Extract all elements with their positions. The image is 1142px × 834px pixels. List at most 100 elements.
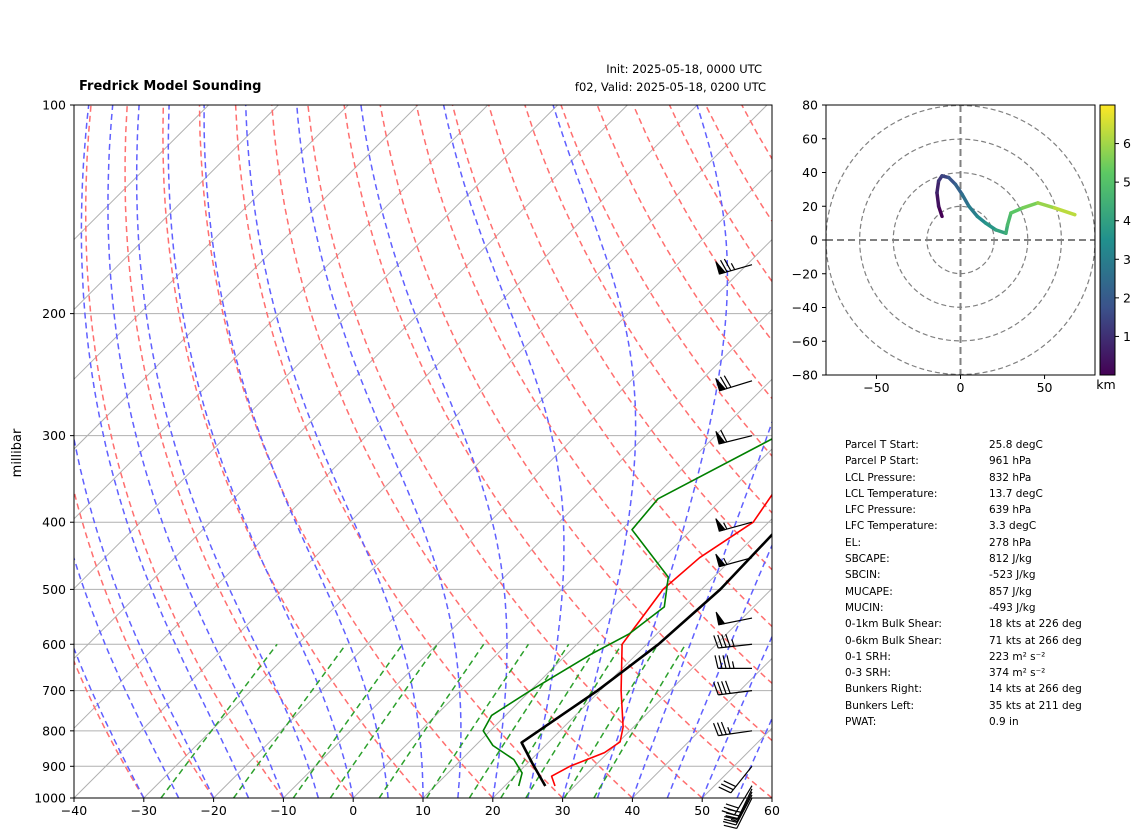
isotherm-gridline: [283, 308, 772, 798]
parameter-value: 374 m² s⁻²: [989, 667, 1046, 680]
dry-adiabat: [307, 105, 703, 798]
wind-barb: [715, 258, 753, 275]
wind-barb: [715, 429, 753, 445]
moist-adiabat: [666, 543, 772, 798]
wind-barb-shaft: [735, 794, 753, 826]
isotherm-gridline: [632, 657, 772, 798]
parameter-name: MUCIN:: [845, 601, 884, 614]
wind-barb: [712, 721, 753, 737]
wind-barb-pennant: [715, 553, 726, 568]
wind-barb-flag: [725, 680, 731, 694]
isotherm-gridline: [74, 105, 558, 590]
dry-adiabat: [84, 105, 285, 798]
wind-barb-flag: [724, 815, 738, 821]
x-tick-label: 20: [485, 803, 501, 818]
y-tick-label: 900: [42, 759, 66, 774]
wind-barb-half-flag: [723, 522, 728, 530]
parameter-value: 14 kts at 266 deg: [989, 683, 1082, 696]
parameter-value: 961 hPa: [989, 455, 1032, 468]
wind-barb-flag: [716, 722, 723, 736]
wind-barb-flag: [723, 375, 732, 388]
mixing-ratio-line: [160, 643, 278, 798]
wind-barb-flag: [721, 681, 727, 695]
wind-barb: [713, 680, 753, 696]
moist-adiabat: [631, 419, 772, 798]
y-tick-label: 400: [42, 515, 66, 530]
hodograph-trace: [1009, 206, 1025, 215]
hodograph-y-tick-label: 80: [802, 98, 818, 113]
wind-barb-flag: [726, 655, 731, 669]
wind-barb-pennant: [715, 611, 726, 626]
hodograph-y-tick-label: −20: [792, 266, 818, 281]
isotherm-gridline: [422, 448, 772, 798]
parameter-row: LFC Pressure: 639 hPa: [845, 502, 1082, 518]
parameter-value: -523 J/kg: [989, 569, 1036, 582]
x-tick-label: 60: [764, 803, 780, 818]
parameter-row: LCL Pressure: 832 hPa: [845, 470, 1082, 486]
parameter-row: EL: 278 hPa: [845, 535, 1082, 551]
wind-barb-flag: [725, 633, 731, 647]
mixing-ratio-line: [593, 643, 687, 798]
moist-adiabat: [74, 555, 180, 798]
wind-barb-flag: [720, 783, 734, 791]
parameter-value: 223 m² s⁻²: [989, 650, 1046, 663]
wind-barb-shaft: [736, 788, 753, 820]
hodograph-trace: [1036, 201, 1057, 210]
parameter-name: LCL Temperature:: [845, 487, 938, 500]
colorbar-label: km: [1096, 377, 1115, 392]
hodograph-y-tick-label: 20: [802, 199, 818, 214]
y-tick-label: 1000: [34, 791, 66, 806]
colorbar-tick-label: 5: [1123, 175, 1131, 190]
hodograph-trace: [983, 221, 998, 232]
hodograph-trace: [967, 204, 980, 219]
mixing-ratio-line: [292, 643, 404, 798]
parameter-value: -493 J/kg: [989, 601, 1036, 614]
isotherm-gridline: [213, 238, 772, 798]
parameter-value: 13.7 degC: [989, 487, 1043, 500]
isotherm-gridline: [74, 105, 768, 798]
wind-barb-shaft: [718, 690, 753, 696]
wind-barb-flag: [723, 824, 737, 829]
wind-barb: [714, 655, 752, 669]
parameter-name: SBCIN:: [845, 569, 881, 582]
y-tick-label: 500: [42, 582, 66, 597]
colorbar-tick-label: 4: [1123, 213, 1131, 228]
x-tick-label: 40: [624, 803, 640, 818]
moist-adiabat: [80, 105, 250, 798]
y-tick-label: 800: [42, 723, 66, 738]
wind-barb-flag: [725, 803, 739, 809]
parameter-row: Bunkers Right: 14 kts at 266 deg: [845, 681, 1082, 697]
colorbar-tick-label: 6: [1123, 136, 1131, 151]
wind-barb: [715, 611, 753, 626]
parameter-value: 18 kts at 226 deg: [989, 618, 1082, 631]
parameter-row: Bunkers Left: 35 kts at 211 deg: [845, 698, 1082, 714]
wind-barb: [718, 765, 753, 794]
parameter-row: 0-3 SRH: 374 m² s⁻²: [845, 665, 1082, 681]
parameter-name: 0-6km Bulk Shear:: [845, 634, 942, 647]
parameter-name: Parcel T Start:: [845, 439, 919, 451]
wind-barb-shaft: [736, 797, 753, 829]
wind-barb-flag: [713, 635, 719, 649]
x-tick-label: −20: [200, 803, 226, 818]
moist-adiabat: [442, 105, 565, 798]
parameter-row: LCL Temperature: 13.7 degC: [845, 486, 1082, 502]
x-tick-label: −30: [131, 803, 157, 818]
wind-barb-flag: [718, 655, 723, 669]
wind-barb-flag: [713, 682, 719, 696]
isotherm-gridline: [74, 105, 209, 241]
moist-adiabat: [701, 634, 772, 798]
parameter-name: Bunkers Left:: [845, 699, 915, 712]
parameter-value: 857 J/kg: [989, 585, 1032, 598]
x-tick-label: 0: [349, 803, 357, 818]
hodograph-trace: [1052, 206, 1077, 217]
parameter-name: Bunkers Right:: [845, 683, 922, 696]
y-tick-label: 100: [42, 98, 66, 113]
parameter-name: LCL Pressure:: [845, 471, 916, 484]
isotherm-gridline: [143, 169, 772, 798]
parameter-value: 278 hPa: [989, 536, 1032, 549]
wind-barb-shaft: [718, 643, 753, 649]
parameter-row: LFC Temperature: 3.3 degC: [845, 518, 1082, 534]
wind-barb-flag: [718, 786, 732, 794]
wind-barb-flag: [723, 780, 737, 788]
wind-barb-flag: [721, 634, 727, 648]
